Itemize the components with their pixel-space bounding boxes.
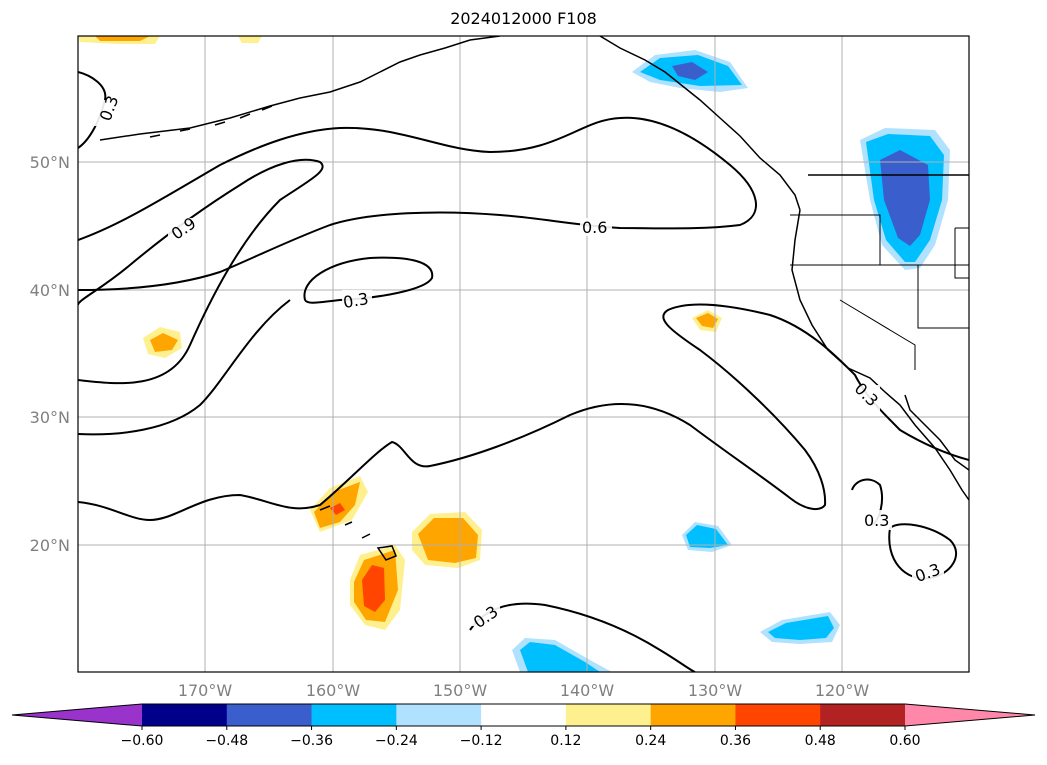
contour-label: 0.3 [864, 511, 889, 530]
positive-anomaly-region [362, 565, 385, 612]
contour-label: 0.3 [96, 93, 123, 123]
map-title: 2024012000 F108 [450, 9, 597, 28]
colorbar-segment [820, 704, 906, 726]
colorbar-segment [311, 704, 397, 726]
aleutian-islands [149, 105, 273, 138]
state-borders [790, 214, 969, 370]
colorbar-segment [735, 704, 821, 726]
contour-line [78, 158, 324, 385]
anomaly-shading [78, 36, 950, 672]
contour-line [78, 299, 291, 436]
colorbar-tick-label: 0.24 [635, 733, 666, 749]
lon-label: 170°W [178, 681, 233, 700]
negative-anomaly-region [686, 525, 728, 548]
lat-label: 30°N [30, 408, 70, 427]
positive-anomaly-region [696, 313, 718, 328]
lon-label: 150°W [433, 681, 488, 700]
canada-coast [599, 36, 801, 211]
baja-coast [904, 394, 969, 471]
lat-label: 20°N [30, 536, 70, 555]
colorbar-tick-label: 0.12 [550, 733, 581, 749]
negative-anomaly-region [672, 62, 708, 80]
map-plot-area: 0.3 0.9 0.3 0.6 0.3 0.3 0.3 0.3 [78, 36, 969, 672]
positive-anomaly-region [418, 518, 478, 563]
gridlines [78, 36, 969, 672]
colorbar-tick-label: −0.48 [205, 733, 248, 749]
us-west-coast [791, 209, 969, 501]
lon-label: 130°W [688, 681, 743, 700]
colorbar-tick-label: −0.36 [290, 733, 333, 749]
lat-label: 50°N [30, 153, 70, 172]
colorbar-tick-label: 0.36 [720, 733, 751, 749]
lon-label: 140°W [560, 681, 615, 700]
colorbar-segment [565, 704, 652, 726]
colorbar: −0.60 −0.48 −0.36 −0.24 −0.12 0.12 0.24 0.36 0.4… [11, 703, 1036, 749]
coastlines [99, 36, 969, 561]
negative-anomaly-region [880, 150, 930, 246]
political-borders [790, 174, 969, 370]
colorbar-extend-low [12, 704, 142, 726]
negative-anomaly-region [768, 616, 834, 640]
contour-label: 0.3 [342, 289, 370, 312]
colorbar-extend-high [905, 704, 1035, 726]
contour-line [78, 303, 969, 522]
positive-anomaly-region [330, 503, 345, 515]
contour-line [303, 256, 434, 304]
lon-label: 160°W [306, 681, 361, 700]
colorbar-segment [226, 704, 313, 726]
colorbar-segment [650, 704, 736, 726]
colorbar-segment [142, 704, 228, 726]
colorbar-tick-label: −0.24 [375, 733, 418, 749]
colorbar-segment [396, 704, 482, 726]
positive-anomaly-region [238, 36, 262, 43]
colorbar-tick-label: −0.60 [121, 733, 164, 749]
contour-label: 0.9 [168, 213, 200, 243]
colorbar-tick-label: −0.12 [460, 733, 503, 749]
contour-label-group: 0.3 0.9 0.3 0.6 0.3 0.3 0.3 0.3 [94, 93, 944, 632]
contour-line [888, 523, 957, 580]
latitude-labels: 50°N 40°N 30°N 20°N [30, 153, 70, 555]
hawaii-islands [319, 505, 397, 561]
contour-lines [78, 71, 969, 672]
colorbar-tick-label: 0.60 [889, 733, 920, 749]
map-frame [77, 35, 970, 673]
positive-anomaly-region [95, 36, 150, 41]
contour-label: 0.6 [582, 218, 607, 237]
longitude-labels: 170°W 160°W 150°W 140°W 130°W 120°W [178, 681, 870, 700]
negative-anomaly-region [520, 642, 600, 672]
contour-line [78, 116, 757, 291]
lon-label: 120°W [815, 681, 870, 700]
lat-label: 40°N [30, 281, 70, 300]
colorbar-segment [481, 704, 567, 726]
colorbar-tick-label: 0.48 [805, 733, 836, 749]
positive-anomaly-region [150, 333, 178, 352]
alaska-coast [99, 36, 501, 141]
